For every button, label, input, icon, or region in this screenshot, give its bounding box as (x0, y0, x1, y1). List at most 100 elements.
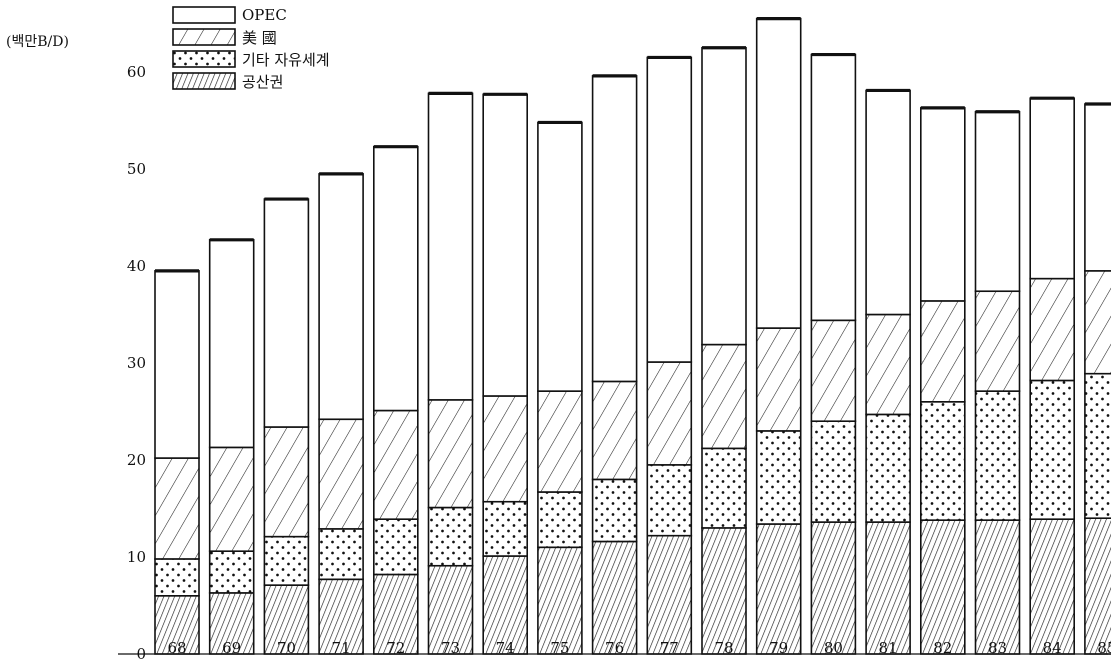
bar-segment-기타-자유세계-85 (1084, 372, 1111, 520)
bar-segment-기타-자유세계-74 (482, 500, 529, 557)
legend-swatch-usa (172, 28, 236, 46)
bar-segment-공산권-73 (427, 564, 474, 655)
bar-segment-OPEC-83 (974, 110, 1021, 293)
legend-swatch-opec (172, 6, 236, 24)
bar-75 (537, 120, 583, 655)
bar-segment-OPEC-68 (154, 270, 200, 459)
x-tick-label-75: 75 (550, 639, 569, 657)
bar-segment-OPEC-69 (208, 239, 255, 449)
x-tick-label-72: 72 (386, 639, 405, 657)
bar-segment-공산권-79 (755, 523, 802, 655)
bar-segment-기타-자유세계-73 (427, 506, 474, 567)
bar-segment-기타-자유세계-84 (1029, 379, 1075, 520)
x-tick-label-84: 84 (1043, 639, 1062, 657)
bar-segment-美-國-81 (865, 313, 911, 416)
bar-76 (591, 74, 638, 655)
bar-79 (755, 17, 802, 655)
bar-segment-OPEC-79 (755, 17, 802, 329)
bar-segment-OPEC-78 (701, 46, 747, 346)
bar-segment-美-國-84 (1029, 277, 1075, 382)
x-tick-label-70: 70 (277, 639, 296, 657)
bar-segment-美-國-79 (755, 327, 802, 432)
bar-segment-공산권-74 (482, 555, 529, 655)
x-tick-label-82: 82 (933, 639, 952, 657)
bar-segment-美-國-70 (263, 426, 310, 538)
bar-85 (1084, 102, 1111, 655)
bar-segment-美-國-78 (701, 343, 747, 450)
x-tick-label-85: 85 (1097, 639, 1111, 657)
bar-segment-기타-자유세계-69 (208, 550, 255, 594)
bar-segment-기타-자유세계-79 (755, 430, 802, 525)
bar-segment-OPEC-70 (263, 198, 310, 428)
legend-swatch-communist-bloc (172, 72, 236, 90)
bar-segment-美-國-68 (154, 457, 200, 560)
bar-segment-기타-자유세계-83 (974, 390, 1021, 521)
bar-segment-기타-자유세계-68 (154, 558, 200, 597)
bar-segment-美-國-69 (208, 446, 255, 552)
x-tick-label-83: 83 (988, 639, 1007, 657)
bar-segment-美-國-76 (591, 380, 638, 481)
bar-72 (372, 145, 419, 655)
legend-item-other-free-world: 기타 자유세계 (172, 48, 330, 70)
y-axis-unit-label: (백만B/D) (6, 34, 69, 50)
bar-segment-OPEC-77 (646, 56, 693, 363)
bar-segment-美-國-77 (646, 361, 693, 466)
bar-segment-美-國-72 (372, 409, 419, 520)
bar-81 (865, 88, 911, 655)
bar-70 (263, 197, 310, 655)
bar-segment-OPEC-72 (372, 145, 419, 412)
bar-segment-기타-자유세계-71 (318, 528, 364, 581)
x-tick-label-76: 76 (605, 639, 624, 657)
legend-item-opec: OPEC (172, 4, 330, 26)
bar-segment-공산권-83 (974, 519, 1021, 655)
bar-segment-기타-자유세계-72 (372, 518, 419, 576)
x-axis-ticks: 6869707172737475767778798081828384858687 (167, 639, 1111, 657)
bar-segment-기타-자유세계-75 (537, 491, 583, 549)
legend-label-communist-bloc: 공산권 (242, 72, 284, 91)
y-tick-label-20: 20 (127, 451, 146, 469)
bar-segment-OPEC-76 (591, 75, 638, 383)
legend-item-communist-bloc: 공산권 (172, 70, 330, 92)
bar-segment-공산권-70 (263, 584, 310, 655)
bar-73 (427, 91, 474, 655)
bar-segment-美-國-85 (1084, 270, 1111, 375)
bar-segment-공산권-80 (810, 521, 857, 655)
bar-82 (919, 106, 966, 655)
x-tick-label-74: 74 (496, 639, 515, 657)
bar-segment-OPEC-74 (482, 93, 529, 397)
bar-segment-美-國-75 (537, 390, 583, 493)
bar-74 (482, 92, 529, 655)
bar-segment-기타-자유세계-78 (701, 447, 747, 529)
bar-segment-OPEC-84 (1029, 97, 1075, 280)
x-tick-label-69: 69 (222, 639, 241, 657)
x-tick-label-71: 71 (332, 639, 351, 657)
bar-segment-공산권-82 (919, 519, 966, 655)
bar-segment-美-國-80 (810, 319, 857, 423)
bar-segment-美-國-82 (919, 300, 966, 403)
bar-segment-OPEC-85 (1084, 103, 1111, 272)
legend: OPEC 美 國 기타 자유세계 공산권 (172, 4, 330, 92)
bar-segment-기타-자유세계-77 (646, 464, 693, 537)
bar-80 (810, 52, 857, 655)
bar-segment-기타-자유세계-81 (865, 413, 911, 523)
bar-71 (318, 172, 364, 655)
bar-segment-OPEC-73 (427, 92, 474, 401)
y-tick-label-40: 40 (127, 257, 146, 275)
bar-segment-공산권-77 (646, 534, 693, 655)
legend-label-usa: 美 國 (242, 28, 277, 47)
x-tick-label-68: 68 (167, 639, 186, 657)
bar-segment-공산권-85 (1084, 517, 1111, 655)
bar-segment-美-國-83 (974, 290, 1021, 392)
y-tick-label-10: 10 (127, 548, 146, 566)
bar-segment-OPEC-81 (865, 89, 911, 316)
bar-77 (646, 55, 693, 655)
legend-label-opec: OPEC (242, 6, 287, 24)
bar-segment-OPEC-82 (919, 107, 966, 302)
bar-segment-OPEC-80 (810, 53, 857, 322)
legend-item-usa: 美 國 (172, 26, 330, 48)
bar-segment-OPEC-75 (537, 121, 583, 392)
x-tick-label-78: 78 (714, 639, 733, 657)
bar-segment-공산권-75 (537, 546, 583, 655)
